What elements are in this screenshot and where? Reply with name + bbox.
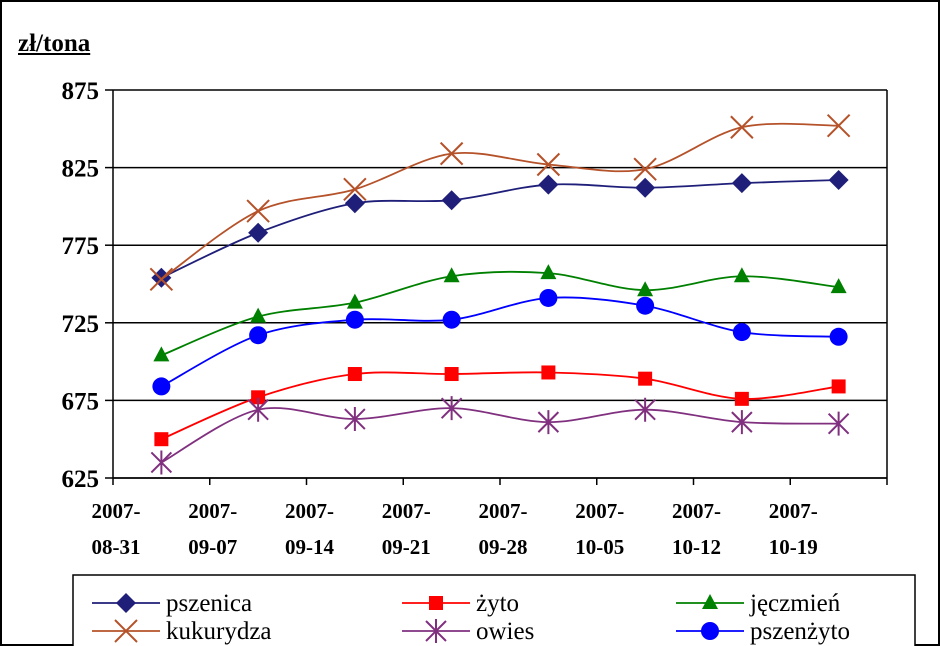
data-point-pszenica — [538, 174, 559, 195]
data-point-owies — [731, 410, 753, 435]
data-point-kukurydza — [149, 267, 174, 292]
data-point-jęczmień — [637, 281, 654, 297]
legend-label-owies: owies — [476, 618, 534, 645]
data-point-żyto — [638, 371, 653, 386]
x-tick-label: 10-19 — [769, 535, 818, 559]
x-tick-label: 09-21 — [382, 535, 431, 559]
data-point-kukurydza — [826, 113, 851, 138]
y-tick-label: 625 — [62, 466, 100, 493]
y-tick-label: 775 — [62, 233, 100, 260]
data-point-pszenżyto — [636, 296, 655, 315]
legend-label-jęczmień: jęczmień — [749, 590, 841, 617]
data-point-żyto — [251, 390, 266, 405]
legend-marker-owies — [425, 619, 447, 643]
data-point-żyto — [444, 367, 459, 382]
data-point-pszenica — [248, 222, 269, 243]
x-tick-label: 2007- — [479, 499, 528, 523]
legend-label-kukurydza: kukurydza — [166, 618, 272, 645]
data-point-żyto — [154, 432, 169, 447]
data-point-pszenżyto — [345, 310, 364, 329]
data-point-kukurydza — [246, 199, 270, 223]
data-point-kukurydza — [730, 115, 754, 139]
data-point-żyto — [831, 379, 846, 394]
x-tick-label: 10-12 — [672, 535, 721, 559]
legend-marker-pszenżyto — [701, 622, 719, 640]
data-point-pszenżyto — [829, 327, 848, 346]
data-point-jęczmień — [346, 293, 363, 309]
x-tick-label: 2007- — [769, 499, 818, 523]
legend-label-pszenica: pszenica — [166, 590, 252, 617]
series-line-owies — [160, 407, 839, 464]
x-tick-label: 2007- — [382, 499, 431, 523]
x-tick-label: 2007- — [575, 499, 624, 523]
data-point-pszenica — [441, 190, 462, 211]
data-point-kukurydza — [633, 157, 657, 181]
data-point-owies — [150, 450, 173, 475]
legend-label-pszenżyto: pszenżyto — [750, 618, 850, 645]
y-axis-title: zł/tona — [18, 30, 91, 57]
data-point-owies — [344, 407, 366, 432]
legend-box — [72, 574, 916, 646]
x-tick-label: 2007- — [188, 499, 237, 523]
data-point-żyto — [734, 391, 749, 406]
data-point-owies — [634, 397, 656, 422]
data-point-jęczmień — [153, 346, 170, 362]
legend-marker-pszenica — [116, 593, 136, 613]
legend-label-żyto: żyto — [476, 590, 519, 617]
legend-marker-żyto — [429, 596, 443, 610]
x-tick-label: 2007- — [285, 499, 334, 523]
series-line-jęczmień — [161, 271, 839, 357]
x-tick-label: 08-31 — [92, 535, 141, 559]
data-point-jęczmień — [250, 307, 267, 323]
y-tick-label: 675 — [62, 388, 100, 415]
data-point-jęczmień — [540, 264, 557, 280]
data-point-owies — [247, 397, 269, 422]
data-point-jęczmień — [830, 278, 847, 294]
x-tick-label: 2007- — [92, 499, 141, 523]
x-tick-label: 09-07 — [188, 535, 237, 559]
x-tick-label: 2007- — [672, 499, 721, 523]
data-point-pszenżyto — [732, 323, 751, 342]
legend-marker-kukurydza — [114, 619, 138, 643]
data-point-pszenżyto — [249, 326, 268, 345]
data-point-owies — [827, 411, 850, 436]
data-point-kukurydza — [343, 177, 367, 202]
legend-marker-jęczmień — [702, 594, 718, 609]
data-point-owies — [537, 410, 560, 435]
data-point-pszenica — [151, 267, 172, 288]
data-point-kukurydza — [439, 141, 464, 166]
series-line-kukurydza — [160, 122, 839, 281]
data-point-pszenica — [344, 193, 365, 214]
data-point-kukurydza — [536, 152, 561, 177]
data-point-pszenica — [828, 170, 849, 191]
data-point-żyto — [347, 367, 362, 382]
data-point-pszenżyto — [442, 310, 461, 329]
data-point-pszenżyto — [152, 377, 171, 396]
x-tick-label: 09-14 — [285, 535, 334, 559]
y-tick-label: 875 — [62, 78, 100, 105]
x-tick-label: 09-28 — [479, 535, 528, 559]
data-point-pszenica — [635, 177, 656, 198]
y-tick-label: 725 — [62, 311, 100, 338]
data-point-pszenżyto — [539, 288, 558, 307]
data-point-żyto — [541, 365, 556, 380]
y-tick-label: 825 — [62, 156, 100, 183]
data-point-jęczmień — [733, 267, 750, 283]
data-point-owies — [440, 396, 463, 421]
x-tick-label: 10-05 — [575, 535, 624, 559]
data-point-jęczmień — [443, 267, 460, 283]
data-point-pszenica — [731, 173, 752, 194]
